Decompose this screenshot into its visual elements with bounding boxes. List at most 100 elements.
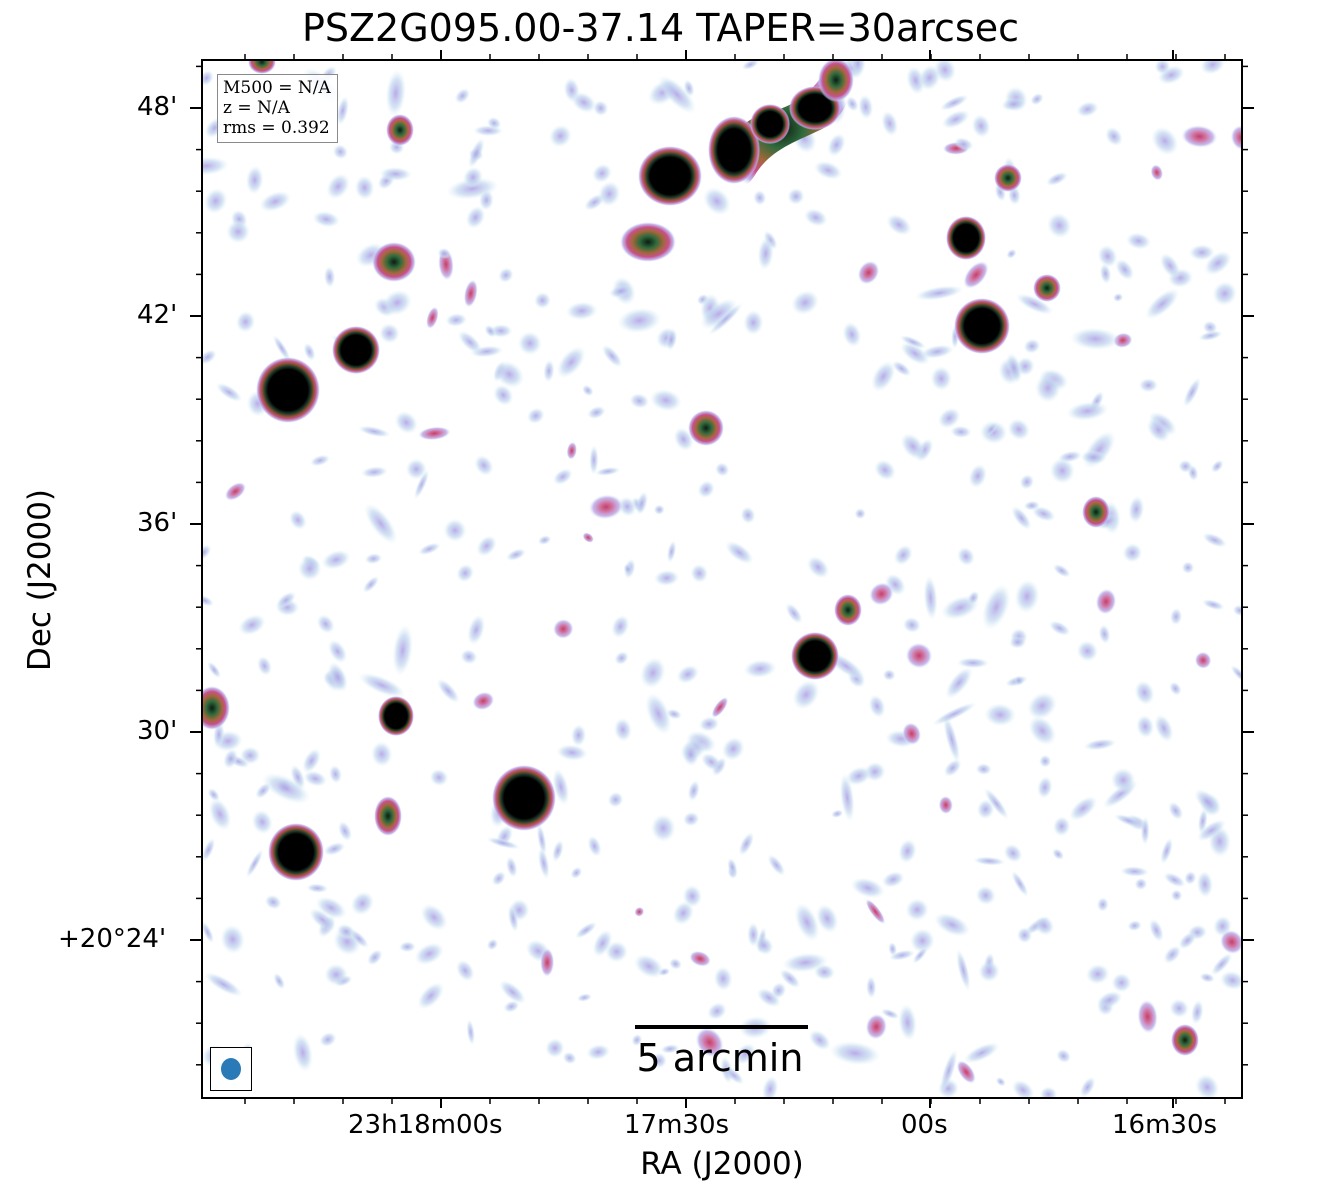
x-tick-label: 00s — [901, 1110, 948, 1140]
noise-blob — [753, 190, 767, 206]
noise-blob — [576, 993, 592, 1002]
noise-blob — [536, 823, 547, 856]
noise-blob — [900, 341, 930, 366]
noise-blob — [708, 302, 743, 336]
noise-blob — [1122, 543, 1143, 563]
noise-blob — [418, 426, 451, 441]
noise-blob — [202, 837, 216, 862]
mass-text: M500 = N/A — [223, 78, 331, 98]
noise-blob — [886, 213, 912, 236]
noise-blob — [1163, 945, 1182, 964]
noise-blob — [533, 291, 552, 309]
noise-blob — [1178, 931, 1197, 950]
noise-blob — [839, 773, 855, 822]
noise-blob — [956, 948, 971, 992]
noise-blob — [303, 342, 316, 361]
noise-blob — [611, 614, 630, 639]
axis-ticks — [190, 50, 1254, 1108]
noise-blob — [360, 466, 388, 478]
noise-blob — [813, 160, 843, 180]
noise-blob — [1039, 1086, 1058, 1098]
noise-blob — [700, 752, 722, 772]
radio-source — [791, 632, 839, 680]
noise-blob — [562, 1051, 577, 1065]
noise-blob — [202, 921, 215, 944]
noise-blob — [1076, 101, 1099, 118]
noise-blob — [1114, 813, 1143, 828]
noise-blob — [276, 591, 297, 609]
noise-blob — [1146, 417, 1170, 443]
noise-blob — [827, 133, 846, 157]
noise-blob — [405, 458, 428, 480]
noise-blob — [803, 208, 828, 227]
noise-blob — [526, 407, 545, 424]
noise-blob — [1009, 635, 1027, 649]
noise-blob — [725, 540, 754, 565]
noise-blob — [272, 334, 291, 362]
noise-blob — [902, 722, 922, 745]
noise-blob — [743, 659, 777, 679]
noise-blob — [595, 466, 621, 476]
noise-blob — [608, 284, 633, 299]
noise-blob — [364, 503, 398, 545]
radio-sources — [202, 60, 1199, 1056]
radio-source — [332, 326, 380, 374]
noise-blob — [297, 556, 322, 581]
noise-blob — [850, 877, 885, 899]
noise-blob — [668, 958, 683, 970]
noise-blob — [379, 166, 412, 182]
noise-blob — [257, 655, 272, 676]
noise-blob — [484, 324, 497, 338]
noise-blob — [920, 344, 954, 359]
noise-blob — [394, 411, 419, 434]
noise-blob — [782, 952, 829, 973]
noise-blob — [635, 491, 649, 515]
noise-blob — [1052, 563, 1071, 578]
noise-blob — [909, 928, 935, 954]
noise-blob — [898, 838, 917, 864]
noise-blob — [1000, 97, 1027, 112]
noise-blob — [1163, 872, 1186, 888]
noise-blob — [1201, 599, 1225, 611]
radio-source — [256, 357, 320, 423]
noise-blob — [238, 614, 266, 636]
noise-blob — [653, 569, 680, 587]
noise-blob — [255, 782, 272, 799]
radio-source — [1033, 274, 1061, 302]
noise-blob — [202, 156, 230, 176]
noise-blob — [1232, 604, 1242, 617]
noise-blob — [1013, 675, 1025, 686]
y-axis-label: Dec (J2000) — [22, 488, 58, 672]
noise-blob — [842, 321, 862, 348]
noise-blob — [757, 236, 774, 271]
noise-blob — [1194, 788, 1221, 815]
noise-blob — [465, 205, 486, 229]
noise-blob — [1204, 250, 1232, 276]
noise-blob — [938, 795, 953, 815]
noise-blob — [845, 766, 872, 786]
noise-blob — [665, 328, 678, 351]
noise-blob — [1169, 607, 1183, 626]
noise-blob — [657, 75, 697, 114]
noise-blob — [1056, 1048, 1072, 1064]
rms-text: rms = 0.392 — [223, 118, 330, 138]
noise-blob — [1023, 338, 1041, 354]
noise-blob — [591, 163, 613, 183]
noise-blob — [207, 661, 222, 679]
noise-blob — [1034, 915, 1055, 936]
noise-blob — [614, 651, 629, 665]
noise-blob — [1038, 754, 1052, 768]
noise-blob — [493, 384, 514, 406]
noise-blob — [808, 1029, 831, 1051]
noise-blob — [417, 982, 445, 1010]
noise-blob — [865, 975, 877, 999]
noise-blob — [245, 165, 264, 195]
noise-blob — [503, 1000, 520, 1013]
noise-blob — [467, 614, 486, 646]
beam-ellipse — [221, 1058, 241, 1080]
noise-blob — [727, 857, 738, 876]
noise-blob — [945, 666, 973, 699]
noise-blob — [597, 181, 621, 207]
noise-blob — [871, 360, 896, 392]
noise-blob — [868, 694, 886, 718]
